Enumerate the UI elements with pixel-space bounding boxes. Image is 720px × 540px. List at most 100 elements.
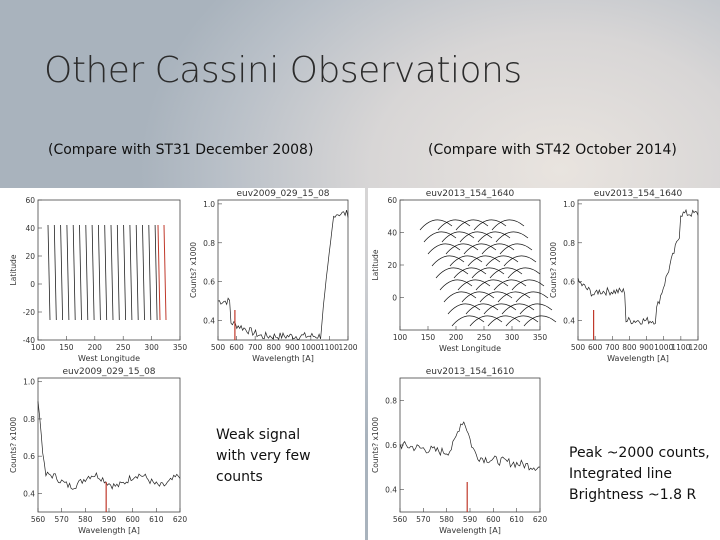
x-tick-label: 580 bbox=[440, 515, 455, 524]
slide-title: Other Cassini Observations bbox=[44, 50, 522, 91]
x-axis-label: Wavelength [A] bbox=[252, 354, 314, 363]
x-tick-label: 600 bbox=[126, 515, 141, 524]
x-tick-label: 500 bbox=[211, 343, 226, 352]
x-tick-label: 300 bbox=[505, 333, 520, 342]
plot-frame bbox=[577, 199, 699, 341]
plot-title: euv2009_029_15_08 bbox=[62, 367, 155, 377]
y-tick-label: 40 bbox=[25, 224, 35, 233]
x-tick-label: 150 bbox=[421, 333, 436, 342]
plot-title: euv2013_154_1640 bbox=[426, 189, 515, 199]
x-tick-label: 600 bbox=[229, 343, 244, 352]
x-tick-label: 900 bbox=[285, 343, 300, 352]
trace bbox=[419, 219, 557, 327]
y-axis-label: Counts? x1000 bbox=[371, 417, 380, 473]
y-tick-label: 0.4 bbox=[203, 317, 215, 326]
x-tick-label: 250 bbox=[116, 343, 131, 352]
note: Weak signal with very few counts bbox=[216, 425, 311, 488]
x-tick-label: 250 bbox=[477, 333, 492, 342]
x-tick-label: 600 bbox=[486, 515, 501, 524]
x-tick-label: 570 bbox=[55, 515, 70, 524]
x-tick-label: 580 bbox=[78, 515, 93, 524]
y-tick-label: 1.0 bbox=[563, 200, 575, 209]
x-tick-label: 620 bbox=[173, 515, 188, 524]
y-tick-label: 20 bbox=[25, 252, 35, 261]
y-tick-label: 0.6 bbox=[203, 278, 215, 287]
x-axis-label: West Longitude bbox=[78, 354, 140, 363]
note-line: Integrated line bbox=[569, 466, 673, 482]
x-tick-label: 590 bbox=[463, 515, 478, 524]
plot-title: euv2013_154_1640 bbox=[594, 189, 683, 199]
x-tick-label: 700 bbox=[248, 343, 263, 352]
y-tick-label: 0 bbox=[30, 280, 35, 289]
x-tick-label: 590 bbox=[102, 515, 117, 524]
x-tick-label: 570 bbox=[416, 515, 431, 524]
x-tick-label: 1100 bbox=[320, 343, 339, 352]
trace bbox=[217, 210, 349, 341]
note: Peak ~2000 counts, Integrated line Brigh… bbox=[569, 443, 710, 506]
note-line: with very few bbox=[216, 448, 311, 464]
x-tick-label: 1200 bbox=[338, 343, 357, 352]
x-tick-label: 350 bbox=[173, 343, 188, 352]
y-tick-label: 1.0 bbox=[23, 378, 35, 387]
caption: (Compare with ST42 October 2014) bbox=[428, 142, 677, 158]
y-axis-label: Latitude bbox=[371, 249, 380, 280]
plot-frame bbox=[399, 377, 541, 513]
x-tick-label: 900 bbox=[639, 343, 654, 352]
y-tick-label: 1.0 bbox=[203, 200, 215, 209]
x-tick-label: 800 bbox=[622, 343, 637, 352]
plot-frame bbox=[37, 377, 181, 513]
note-line: Brightness ~1.8 R bbox=[569, 487, 697, 503]
x-tick-label: 560 bbox=[31, 515, 46, 524]
x-tick-label: 610 bbox=[149, 515, 164, 524]
x-tick-label: 1000 bbox=[301, 343, 320, 352]
trace bbox=[37, 401, 181, 490]
y-tick-label: 0.6 bbox=[385, 441, 397, 450]
figure bbox=[368, 188, 720, 540]
y-tick-label: 0.4 bbox=[385, 486, 397, 495]
x-tick-label: 1000 bbox=[654, 343, 673, 352]
x-axis-label: West Longitude bbox=[439, 344, 501, 353]
y-tick-label: 60 bbox=[387, 196, 397, 205]
trace bbox=[399, 421, 541, 472]
x-tick-label: 1200 bbox=[688, 343, 707, 352]
plot-frame bbox=[399, 199, 541, 331]
note-line: Peak ~2000 counts, bbox=[569, 445, 710, 461]
plot-frame bbox=[217, 199, 349, 341]
x-axis-label: Wavelength [A] bbox=[78, 526, 140, 535]
trace bbox=[47, 224, 158, 321]
y-tick-label: 0.8 bbox=[203, 239, 215, 248]
x-tick-label: 150 bbox=[59, 343, 74, 352]
x-tick-label: 300 bbox=[144, 343, 159, 352]
plot-frame bbox=[37, 199, 181, 341]
note-line: counts bbox=[216, 469, 263, 485]
x-axis-label: Wavelength [A] bbox=[439, 526, 501, 535]
caption: (Compare with ST31 December 2008) bbox=[48, 142, 314, 158]
y-tick-label: -20 bbox=[23, 308, 35, 317]
y-tick-label: 40 bbox=[387, 229, 397, 238]
y-axis-label: Counts? x1000 bbox=[549, 242, 558, 298]
y-tick-label: 0.4 bbox=[563, 317, 575, 326]
x-tick-label: 200 bbox=[88, 343, 103, 352]
x-tick-label: 500 bbox=[571, 343, 586, 352]
y-axis-label: Counts? x1000 bbox=[9, 417, 18, 473]
x-tick-label: 800 bbox=[267, 343, 282, 352]
x-tick-label: 560 bbox=[393, 515, 408, 524]
plot-title: euv2013_154_1610 bbox=[426, 367, 515, 377]
y-tick-label: 20 bbox=[387, 261, 397, 270]
y-tick-label: -40 bbox=[23, 336, 35, 345]
x-tick-label: 700 bbox=[605, 343, 620, 352]
x-axis-label: Wavelength [A] bbox=[607, 354, 669, 363]
x-tick-label: 100 bbox=[393, 333, 408, 342]
y-axis-label: Counts? x1000 bbox=[189, 242, 198, 298]
y-tick-label: 60 bbox=[25, 196, 35, 205]
plot-title: euv2009_029_15_08 bbox=[236, 189, 329, 199]
y-tick-label: 0.8 bbox=[563, 239, 575, 248]
y-tick-label: 0.6 bbox=[23, 452, 35, 461]
y-axis-label: Latitude bbox=[9, 254, 18, 285]
y-tick-label: 0.6 bbox=[563, 278, 575, 287]
y-tick-label: 0.8 bbox=[385, 396, 397, 405]
x-tick-label: 1100 bbox=[671, 343, 690, 352]
trace bbox=[577, 208, 699, 325]
